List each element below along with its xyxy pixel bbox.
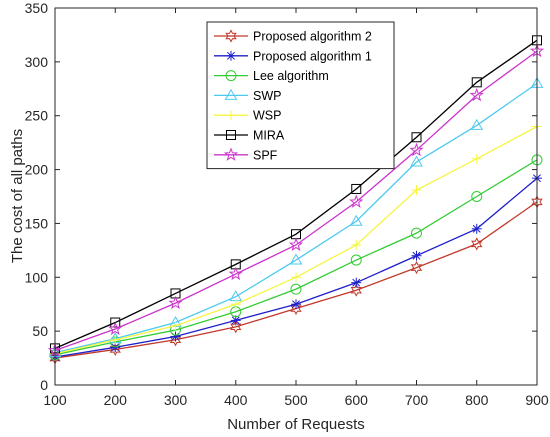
y-tick-label: 0 — [40, 377, 48, 393]
data-point — [471, 191, 483, 202]
data-point — [410, 261, 423, 275]
data-point — [351, 277, 362, 288]
data-point — [291, 299, 301, 310]
data-point — [349, 194, 364, 208]
x-tick-label: 900 — [525, 392, 549, 408]
series-line — [54, 50, 538, 352]
data-point — [471, 237, 483, 251]
y-tick-label: 50 — [32, 323, 48, 339]
x-tick-label: 400 — [224, 392, 248, 408]
data-point — [168, 295, 183, 310]
data-point — [230, 299, 241, 310]
legend-label: SPF — [253, 148, 278, 162]
legend-item: Proposed algorithm 2 — [214, 29, 372, 44]
y-tick-label: 350 — [25, 0, 49, 16]
legend-item: MIRA — [214, 129, 285, 143]
legend-item: Lee algorithm — [214, 69, 329, 83]
data-point — [470, 118, 484, 130]
y-tick-label: 150 — [25, 215, 49, 231]
data-point — [351, 183, 362, 194]
data-point — [469, 87, 484, 102]
legend-marker — [226, 130, 236, 140]
legend-label: WSP — [253, 109, 281, 123]
legend-marker — [225, 29, 237, 43]
data-point — [350, 254, 362, 266]
series-line — [54, 39, 538, 349]
legend-label: SWP — [253, 89, 281, 103]
data-point — [351, 239, 362, 250]
y-tick-label: 100 — [25, 269, 49, 285]
x-tick-label: 700 — [405, 392, 429, 408]
legend-label: Lee algorithm — [253, 69, 329, 83]
legend-marker — [226, 110, 236, 121]
y-axis-label: The cost of all paths — [9, 129, 26, 263]
legend-item: SWP — [214, 89, 281, 103]
legend-marker — [223, 147, 239, 161]
data-point — [409, 142, 424, 157]
data-point — [110, 317, 121, 328]
x-axis-label: Number of Requests — [227, 416, 365, 433]
data-point — [349, 214, 363, 226]
y-tick-label: 200 — [25, 162, 49, 178]
data-point — [170, 320, 181, 331]
x-tick-label: 600 — [345, 392, 369, 408]
data-point — [289, 253, 303, 265]
legend-label: Proposed algorithm 1 — [253, 49, 372, 63]
x-tick-label: 800 — [465, 392, 489, 408]
legend-label: MIRA — [253, 129, 285, 143]
ticks-layer: 100 200 300 400 500 600 700 800 900 0 50 100 150 200 2… — [25, 0, 549, 408]
legend-marker — [225, 70, 237, 82]
legend: Proposed algorithm 2 Proposed algorithm 1… — [206, 21, 395, 170]
data-point — [410, 155, 423, 167]
data-point — [350, 283, 362, 297]
data-point — [411, 132, 422, 143]
data-point — [230, 320, 242, 334]
series-2 — [49, 154, 543, 361]
data-point — [471, 77, 482, 88]
legend-marker — [226, 50, 236, 61]
y-tick-label: 300 — [25, 54, 49, 70]
data-point — [288, 237, 304, 251]
legend-item: WSP — [214, 109, 281, 123]
x-tick-label: 200 — [104, 392, 128, 408]
series-6 — [47, 43, 545, 357]
data-point — [411, 250, 422, 261]
x-tick-label: 100 — [43, 392, 67, 408]
data-point — [471, 153, 482, 164]
data-point — [228, 266, 243, 281]
data-point — [290, 283, 302, 295]
legend-item: Proposed algorithm 1 — [214, 49, 372, 63]
legend-label: Proposed algorithm 2 — [253, 30, 372, 44]
legend-marker — [224, 88, 238, 100]
x-tick-label: 300 — [164, 392, 188, 408]
data-point — [110, 334, 121, 345]
data-point — [411, 227, 422, 239]
data-point — [411, 185, 422, 196]
x-tick-label: 500 — [284, 392, 308, 408]
y-tick-label: 250 — [25, 108, 49, 124]
series-line — [54, 159, 538, 356]
legend-item: SPF — [214, 147, 278, 162]
data-point — [108, 321, 123, 336]
data-point — [291, 272, 301, 283]
series-1 — [50, 173, 542, 362]
data-point — [471, 223, 482, 234]
series-line — [54, 82, 538, 354]
